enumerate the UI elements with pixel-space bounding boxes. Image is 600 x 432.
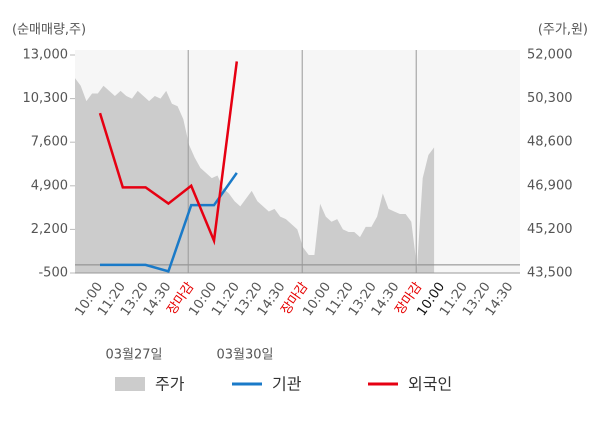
y2-tick-label: 45,200 (527, 222, 573, 237)
y2-tick-label: 50,300 (527, 91, 573, 106)
y2-tick-label: 46,900 (527, 178, 573, 193)
y-tick-label: 10,300 (23, 91, 69, 106)
y-axis-label: (순매매량,주) (12, 23, 86, 38)
legend-label: 주가 (155, 375, 185, 394)
price-area (75, 78, 435, 273)
y2-axis-label: (주가,원) (538, 23, 588, 38)
legend-label: 외국인 (408, 375, 452, 394)
y2-tick-label: 48,600 (527, 135, 573, 150)
legend-label: 기관 (272, 375, 302, 394)
y2-tick-label: 43,500 (527, 266, 573, 281)
y2-tick-label: 52,000 (527, 48, 573, 63)
y-tick-label: 13,000 (23, 48, 69, 63)
series-line (98, 61, 239, 246)
y-tick-label: 2,200 (31, 222, 68, 237)
series-line (100, 172, 238, 273)
date-label: 03월27일 (105, 348, 162, 363)
y-tick-label: -500 (38, 266, 68, 281)
date-label: 03월30일 (216, 348, 273, 363)
legend-swatch (115, 377, 145, 391)
y-tick-label: 4,900 (31, 178, 68, 193)
y-tick-label: 7,600 (31, 135, 68, 150)
